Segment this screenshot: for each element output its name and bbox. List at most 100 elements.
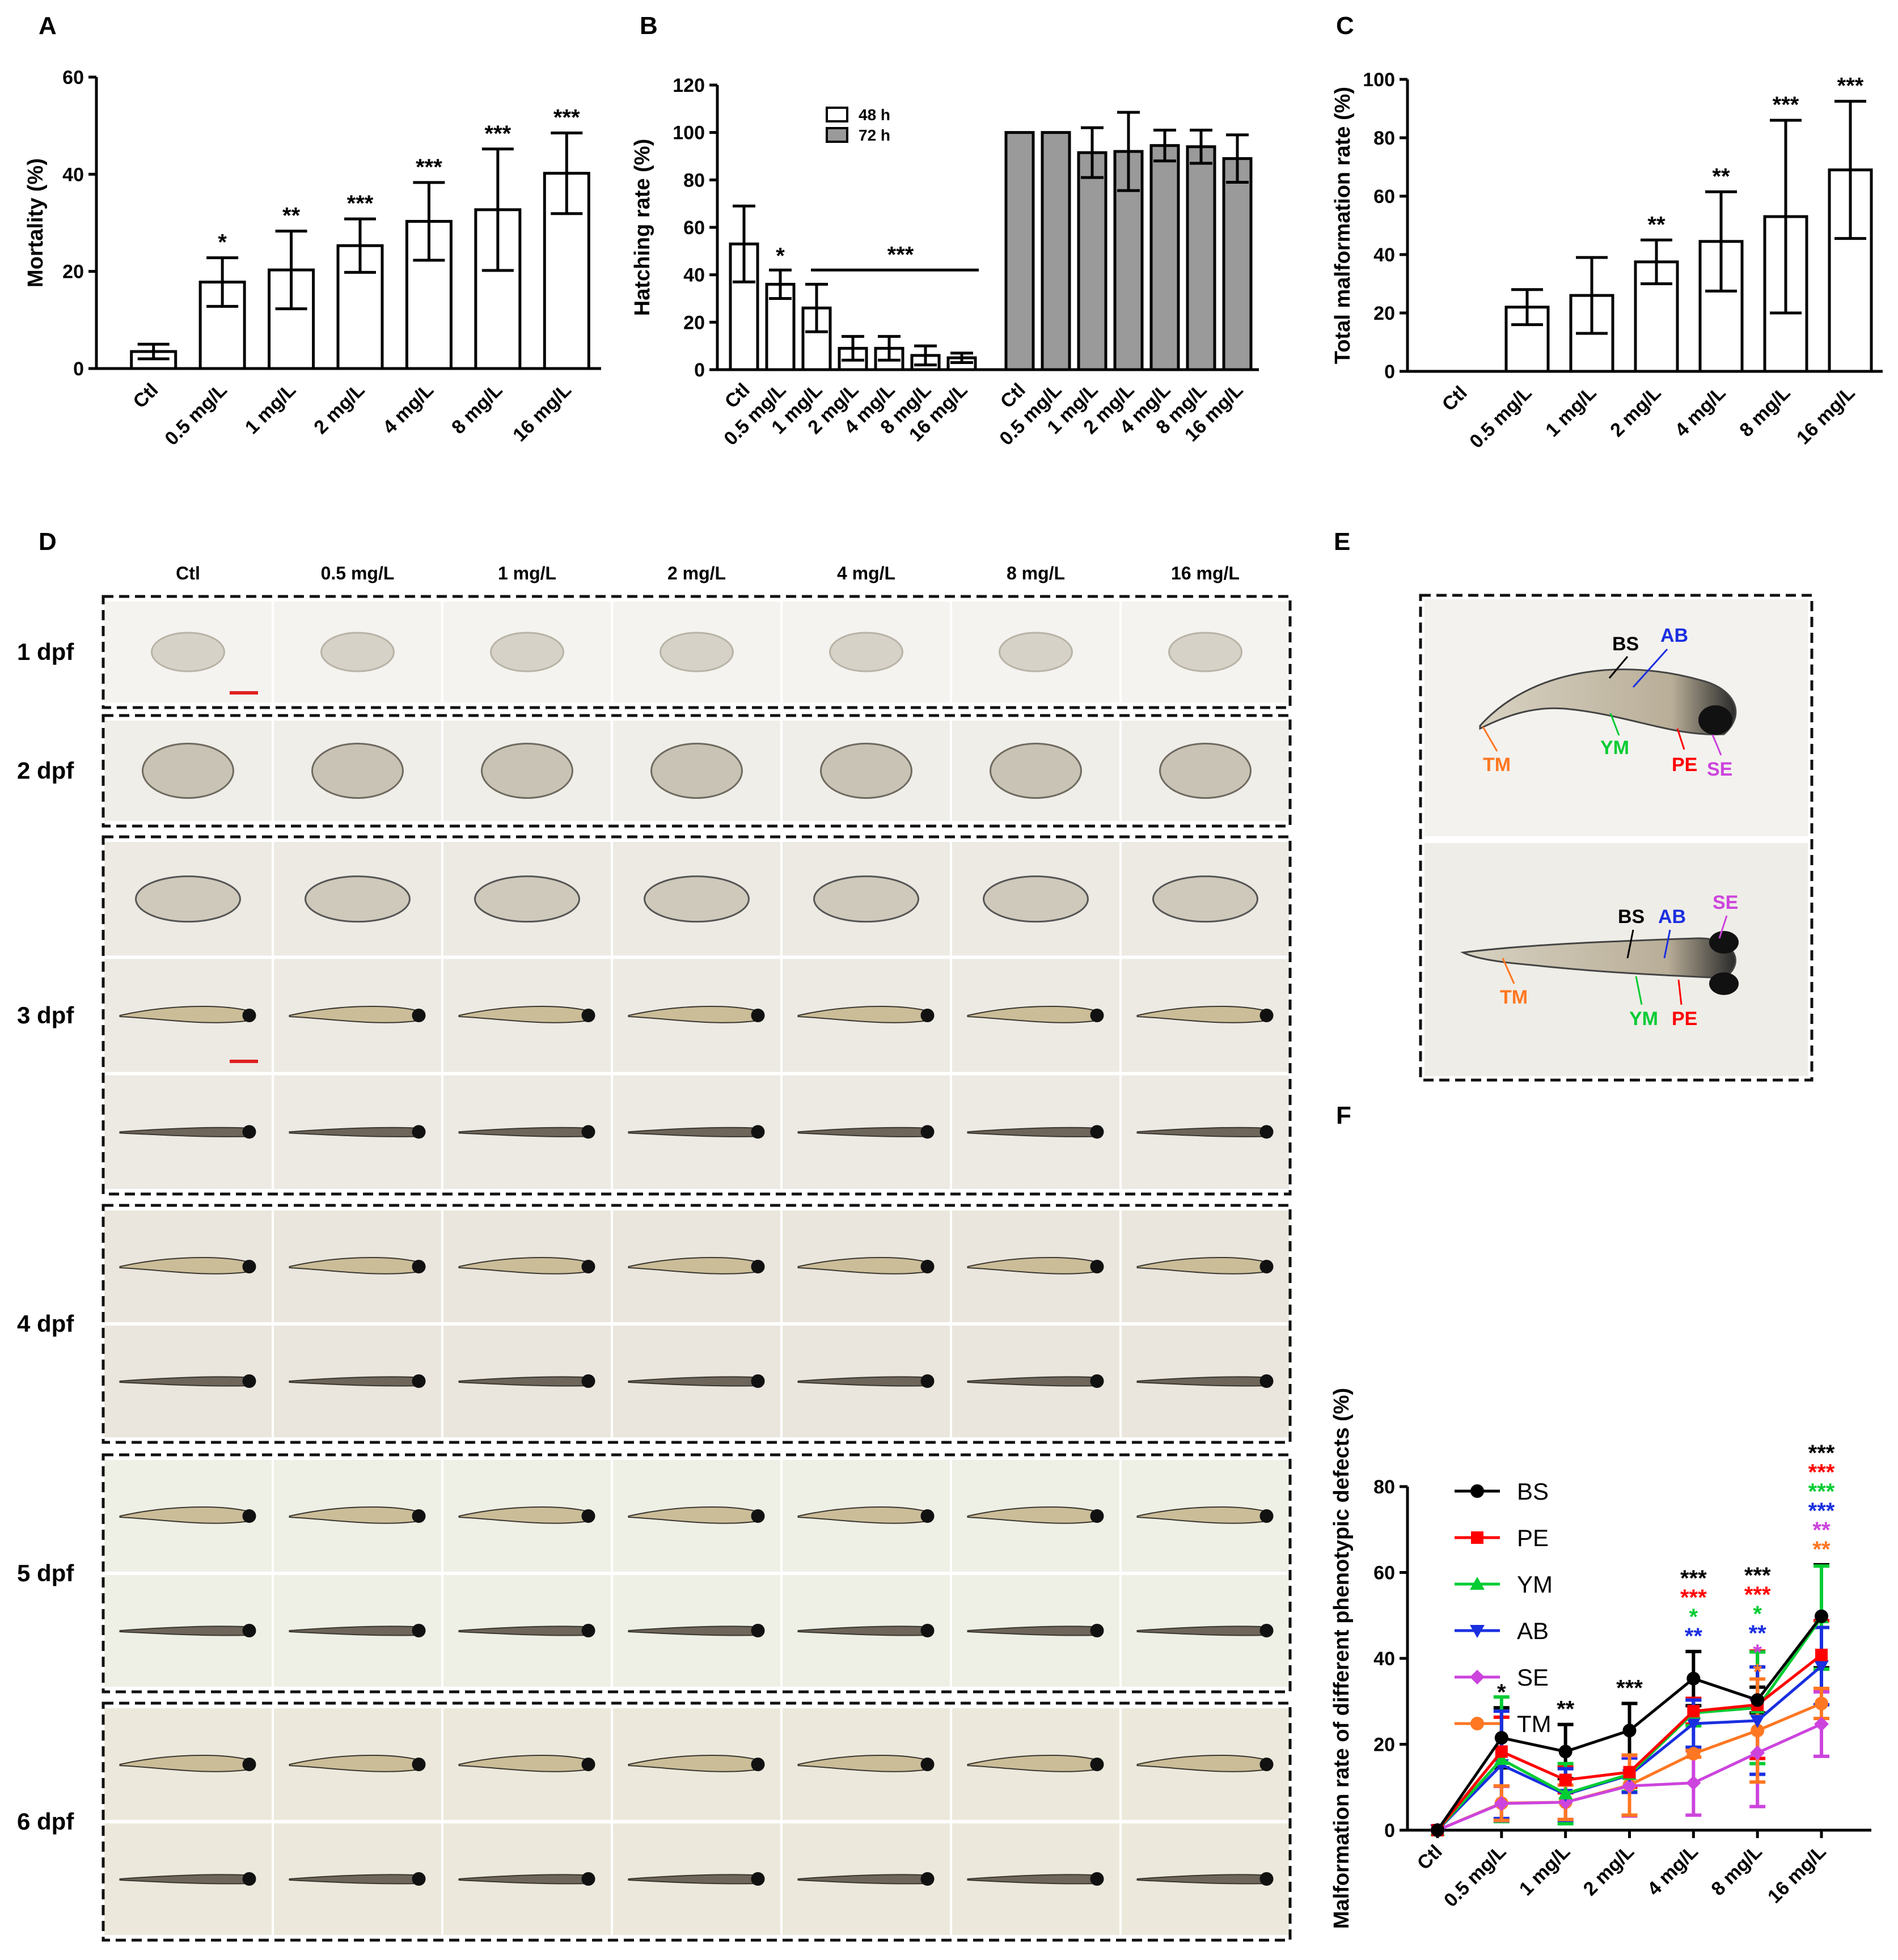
- significance-2-mg-l: **: [1647, 212, 1665, 237]
- significance-16-mg-l: ***: [1837, 74, 1864, 99]
- chart-c-total-malformation: 0 20 40 60 80 100 Total malformation rate (%) C…: [1331, 69, 1883, 452]
- y-tick-label: 80: [1373, 128, 1395, 149]
- x-tick-label-0-5-mg-l: 0.5 mg/L: [1465, 382, 1536, 452]
- significance-0-5-mg-l-bs: *: [1497, 1680, 1506, 1705]
- row-label-4-dpf: 4 dpf: [17, 1310, 74, 1337]
- larva-eye: [920, 1624, 935, 1637]
- point-ab-8-mg-l: [1750, 1715, 1765, 1728]
- significance-16-mg-l: ***: [553, 105, 580, 130]
- larva-eye: [242, 1125, 256, 1139]
- x-tick-label-4-mg-l: 4 mg/L: [1671, 382, 1730, 441]
- significance-16-mg-l-ym: ***: [1808, 1479, 1835, 1504]
- bar-72-h-8-mg-l: [1186, 145, 1216, 371]
- larva-eye: [242, 1624, 256, 1637]
- larva-eye: [1090, 1125, 1104, 1139]
- larva-eye: [920, 1125, 935, 1139]
- e-label-se-bottom: SE: [1713, 892, 1738, 913]
- significance-4-mg-l: ***: [416, 155, 442, 180]
- legend-marker-tm: [1470, 1717, 1484, 1730]
- y-tick-label: 0: [1384, 1820, 1395, 1842]
- larva-eye: [242, 1758, 256, 1771]
- larvae-group: [1152, 875, 1258, 923]
- e-arrow-se-bottom: [1718, 915, 1728, 939]
- larva-eye: [1259, 1125, 1274, 1139]
- x-tick-label-16-mg-l: 16 mg/L: [1764, 1841, 1831, 1908]
- significance-4-mg-l-bs: ***: [1680, 1566, 1707, 1591]
- column-header-8-mg-l: 8 mg/L: [1007, 563, 1065, 583]
- e-arrow-ym-top: [1609, 713, 1620, 736]
- y-tick-label: 100: [1363, 69, 1395, 91]
- significance-4-mg-l-ab: **: [1685, 1624, 1703, 1649]
- e-arrow-pe-bottom: [1677, 979, 1683, 1005]
- significance-8-mg-l: ***: [485, 121, 512, 146]
- y-tick-label: 0: [73, 358, 84, 380]
- larva-eye: [581, 1758, 595, 1771]
- larva-eye: [242, 1509, 256, 1523]
- panel-e-dorsal-eye-bottom: [1709, 972, 1739, 995]
- bar-72-h-4-mg-l: [1149, 144, 1180, 371]
- larva-eye: [581, 1624, 595, 1637]
- legend-marker-bs: [1470, 1484, 1484, 1498]
- significance-0-5-mg-l: *: [218, 230, 227, 255]
- x-tick-label-4-mg-l: 4 mg/L: [379, 379, 438, 438]
- x-tick-label-8-mg-l: 8 mg/L: [447, 379, 506, 438]
- column-header-16-mg-l: 16 mg/L: [1171, 563, 1240, 583]
- legend-swatch-72-h: [826, 127, 848, 143]
- significance-8-mg-l: ***: [1773, 92, 1799, 117]
- significance-2-mg-l: ***: [347, 191, 374, 216]
- larva-eye: [751, 1872, 765, 1886]
- larva-eye: [581, 1509, 595, 1523]
- larva-eye: [412, 1374, 426, 1388]
- larva-eye: [412, 1260, 426, 1273]
- point-tm-16-mg-l: [1815, 1696, 1828, 1711]
- y-tick-label: 60: [1373, 1563, 1395, 1584]
- larva-eye: [1259, 1872, 1274, 1886]
- larva-eye: [1090, 1260, 1104, 1273]
- column-header-2-mg-l: 2 mg/L: [667, 563, 726, 583]
- y-tick-label: 40: [1373, 1648, 1395, 1670]
- larva-eye: [1259, 1509, 1274, 1523]
- larva-eye: [412, 1758, 426, 1771]
- larva-eye: [1259, 1009, 1274, 1022]
- larvae-group: [983, 875, 1089, 923]
- significance-8-mg-l-ym: *: [1753, 1602, 1762, 1627]
- panel-d-image-grid: Ctl 0.5 mg/L 1 mg/L 2 mg/L 4 mg/L 8 mg/L 16 mg…: [17, 563, 1292, 1942]
- e-arrow-tm-bottom: [1502, 958, 1515, 984]
- e-arrow-bs-bottom: [1626, 929, 1634, 959]
- embryo-cluster: [1159, 743, 1252, 799]
- larva-eye: [242, 1374, 256, 1388]
- significance-8-mg-l-ab: **: [1749, 1621, 1767, 1646]
- point-se-2-mg-l: [1622, 1778, 1637, 1793]
- larva-eye: [1090, 1872, 1104, 1886]
- egg-cluster: [151, 632, 225, 672]
- e-label-se-top: SE: [1707, 759, 1732, 780]
- point-se-8-mg-l: [1750, 1745, 1765, 1760]
- point-se-16-mg-l: [1814, 1716, 1829, 1732]
- larva-eye: [1259, 1260, 1274, 1273]
- y-axis-title: Hatching rate (%): [631, 139, 654, 316]
- larva-eye: [412, 1872, 426, 1886]
- column-header-4-mg-l: 4 mg/L: [837, 563, 895, 583]
- larva-eye: [920, 1509, 935, 1523]
- legend-marker-pe: [1471, 1531, 1483, 1544]
- larva-eye: [751, 1125, 765, 1139]
- significance-16-mg-l-se: **: [1812, 1518, 1831, 1543]
- significance-4-mg-l: **: [1712, 164, 1730, 189]
- row-label-5-dpf: 5 dpf: [17, 1560, 74, 1586]
- significance-16-mg-l-tm: **: [1812, 1537, 1831, 1562]
- y-tick-label: 120: [673, 75, 705, 96]
- larvae-group: [305, 875, 411, 923]
- point-tm-4-mg-l: [1686, 1747, 1701, 1761]
- y-tick-label: 0: [1384, 361, 1395, 383]
- larva-eye: [1090, 1509, 1104, 1523]
- e-arrow-bs-top: [1608, 656, 1629, 679]
- y-axis-title: Malformation rate of different phenotypi…: [1330, 1388, 1354, 1929]
- larva-eye: [751, 1260, 765, 1273]
- y-tick-label: 100: [673, 122, 705, 144]
- point-bs-ctl: [1431, 1823, 1444, 1837]
- larva-eye: [412, 1509, 426, 1523]
- point-bs-8-mg-l: [1751, 1693, 1765, 1707]
- significance-8-mg-l-bs: ***: [1744, 1563, 1771, 1588]
- larva-eye: [920, 1374, 935, 1388]
